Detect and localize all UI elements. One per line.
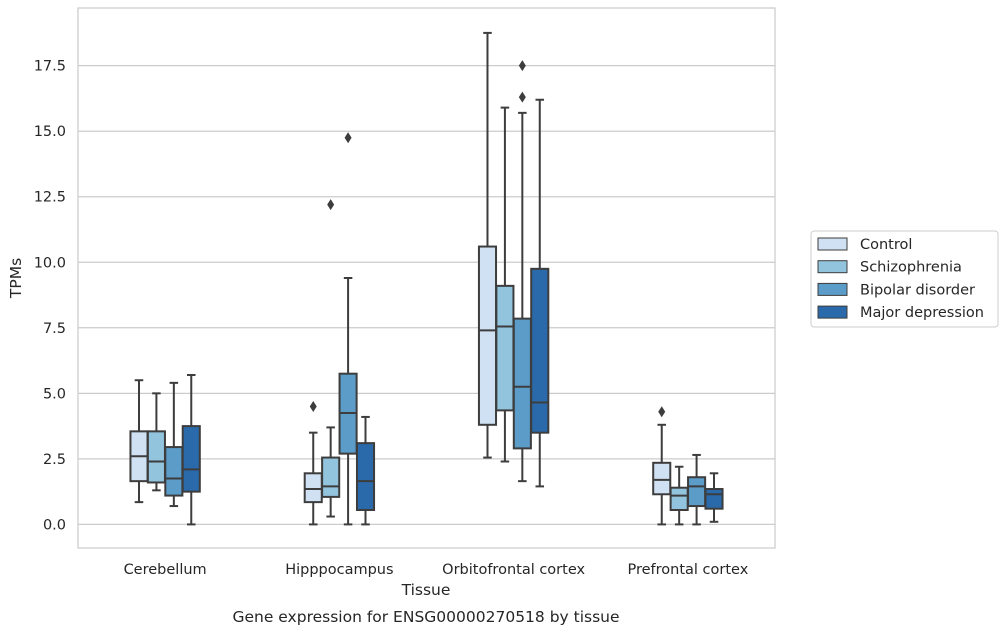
box-3-1 [669, 465, 689, 526]
outlier-point [327, 199, 335, 211]
outlier-point [344, 132, 352, 144]
legend-label: Schizophrenia [860, 260, 962, 276]
box-body [164, 446, 184, 497]
box-0-1 [146, 392, 166, 492]
outlier-point [309, 400, 317, 412]
box-groups [129, 31, 724, 526]
x-axis-ticks: Cerebellum Hipppocampus Orbitofrontal cort… [124, 562, 749, 578]
box-2-1 [495, 106, 515, 463]
box-body [704, 488, 724, 510]
y-tick-label: 17.5 [34, 59, 66, 75]
y-tick-label: 10.0 [34, 255, 66, 271]
legend-swatch [817, 260, 848, 274]
box-3-0 [652, 406, 672, 526]
y-tick-label: 15.0 [34, 124, 66, 140]
legend-label: Bipolar disorder [860, 282, 975, 298]
box-body [687, 476, 707, 508]
x-tick-label: Hipppocampus [285, 562, 393, 578]
box-0-2 [164, 381, 184, 508]
box-1-0 [303, 400, 323, 526]
legend-label: Control [860, 237, 912, 253]
box-body [530, 267, 550, 434]
outlier-point [518, 60, 526, 72]
box-1-2 [338, 132, 358, 526]
box-3-2 [687, 453, 707, 526]
legend-swatch [817, 237, 848, 251]
y-tick-label: 12.5 [34, 190, 66, 206]
y-tick-label: 2.5 [43, 452, 66, 468]
chart-caption: Gene expression for ENSG00000270518 by t… [232, 608, 619, 626]
x-tick-label: Prefrontal cortex [627, 562, 748, 578]
box-body [355, 442, 376, 511]
box-body [477, 245, 498, 426]
box-body [495, 284, 515, 412]
box-1-1 [321, 199, 341, 518]
box-body [669, 486, 689, 511]
legend: Control Schizophrenia Bipolar disorder Majo… [810, 230, 999, 328]
box-2-3 [530, 98, 550, 488]
y-axis-ticks: 0.0 2.5 5.0 7.5 10.0 12.5 15.0 17.5 [34, 59, 66, 534]
legend-frame [810, 230, 999, 328]
box-body [652, 461, 672, 496]
y-axis-label: TPMs [7, 258, 25, 299]
box-body [181, 425, 201, 493]
box-1-3 [355, 415, 376, 526]
box-0-0 [129, 379, 149, 504]
box-body [512, 317, 532, 450]
outlier-point [518, 91, 526, 103]
box-body [321, 456, 341, 498]
box-2-0 [477, 31, 498, 459]
plot-area-frame [77, 7, 776, 549]
box-body [303, 472, 323, 504]
box-0-3 [181, 373, 201, 526]
box-3-3 [704, 472, 724, 523]
x-axis-label: Tissue [401, 581, 451, 599]
legend-label: Major depression [860, 305, 984, 321]
x-tick-label: Cerebellum [124, 562, 207, 578]
outlier-point [658, 406, 666, 418]
legend-swatch [817, 305, 848, 319]
y-tick-label: 5.0 [43, 386, 66, 402]
legend-swatch [817, 282, 848, 296]
y-tick-label: 0.0 [43, 517, 66, 533]
box-body [146, 430, 166, 484]
box-2-2 [512, 60, 532, 483]
y-tick-label: 7.5 [43, 321, 66, 337]
x-tick-label: Orbitofrontal cortex [442, 562, 585, 578]
